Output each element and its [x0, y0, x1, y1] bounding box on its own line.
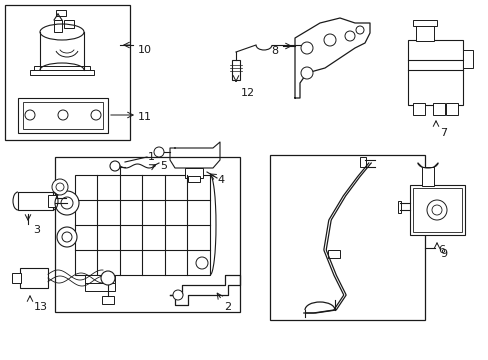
- Circle shape: [62, 232, 72, 242]
- Text: 7: 7: [439, 128, 446, 138]
- Bar: [30, 70, 94, 75]
- Text: 12: 12: [241, 88, 255, 98]
- Circle shape: [355, 26, 363, 34]
- Bar: [85, 283, 115, 291]
- Circle shape: [91, 110, 101, 120]
- Text: 1: 1: [148, 152, 155, 162]
- Bar: [20, 268, 48, 288]
- Text: 10: 10: [138, 45, 152, 55]
- Circle shape: [154, 147, 163, 157]
- Bar: [187, 176, 200, 182]
- Circle shape: [58, 110, 68, 120]
- Bar: [412, 103, 424, 115]
- Circle shape: [110, 161, 120, 171]
- Circle shape: [173, 290, 183, 300]
- Bar: [327, 250, 339, 258]
- Bar: [85, 275, 115, 287]
- Bar: [102, 296, 114, 304]
- Text: 4: 4: [217, 175, 224, 185]
- Bar: [412, 188, 461, 232]
- Text: 3: 3: [33, 225, 40, 235]
- Bar: [397, 201, 400, 213]
- Bar: [415, 25, 433, 41]
- Bar: [445, 103, 457, 115]
- Bar: [407, 40, 462, 105]
- Text: 9: 9: [439, 249, 446, 259]
- Bar: [48, 195, 56, 207]
- Text: 8: 8: [271, 46, 278, 56]
- Bar: [56, 10, 66, 16]
- Bar: [54, 20, 62, 32]
- Bar: [269, 155, 424, 320]
- Circle shape: [25, 110, 35, 120]
- Bar: [412, 20, 436, 26]
- Text: 6: 6: [437, 245, 444, 255]
- Bar: [55, 157, 240, 312]
- Circle shape: [56, 183, 64, 191]
- Circle shape: [426, 200, 446, 220]
- Circle shape: [196, 257, 207, 269]
- Bar: [34, 66, 90, 74]
- Circle shape: [431, 205, 441, 215]
- Circle shape: [55, 191, 79, 215]
- Text: 11: 11: [138, 112, 152, 122]
- Text: 2: 2: [224, 302, 231, 312]
- Bar: [12, 273, 21, 283]
- Bar: [409, 185, 464, 235]
- Bar: [359, 157, 365, 167]
- Text: 5: 5: [160, 161, 167, 171]
- Circle shape: [301, 42, 312, 54]
- Circle shape: [61, 197, 73, 209]
- Bar: [18, 98, 108, 133]
- Circle shape: [345, 31, 354, 41]
- Bar: [462, 50, 472, 68]
- Bar: [184, 168, 203, 178]
- Circle shape: [301, 67, 312, 79]
- Bar: [421, 167, 433, 186]
- Circle shape: [52, 179, 68, 195]
- Circle shape: [101, 271, 115, 285]
- Bar: [18, 192, 53, 210]
- Circle shape: [324, 34, 335, 46]
- Bar: [62, 195, 70, 204]
- Circle shape: [57, 227, 77, 247]
- Bar: [231, 60, 240, 80]
- Bar: [64, 20, 74, 28]
- Bar: [75, 175, 209, 275]
- Bar: [5, 5, 130, 140]
- Bar: [23, 102, 103, 129]
- Bar: [432, 103, 444, 115]
- Text: 13: 13: [34, 302, 48, 312]
